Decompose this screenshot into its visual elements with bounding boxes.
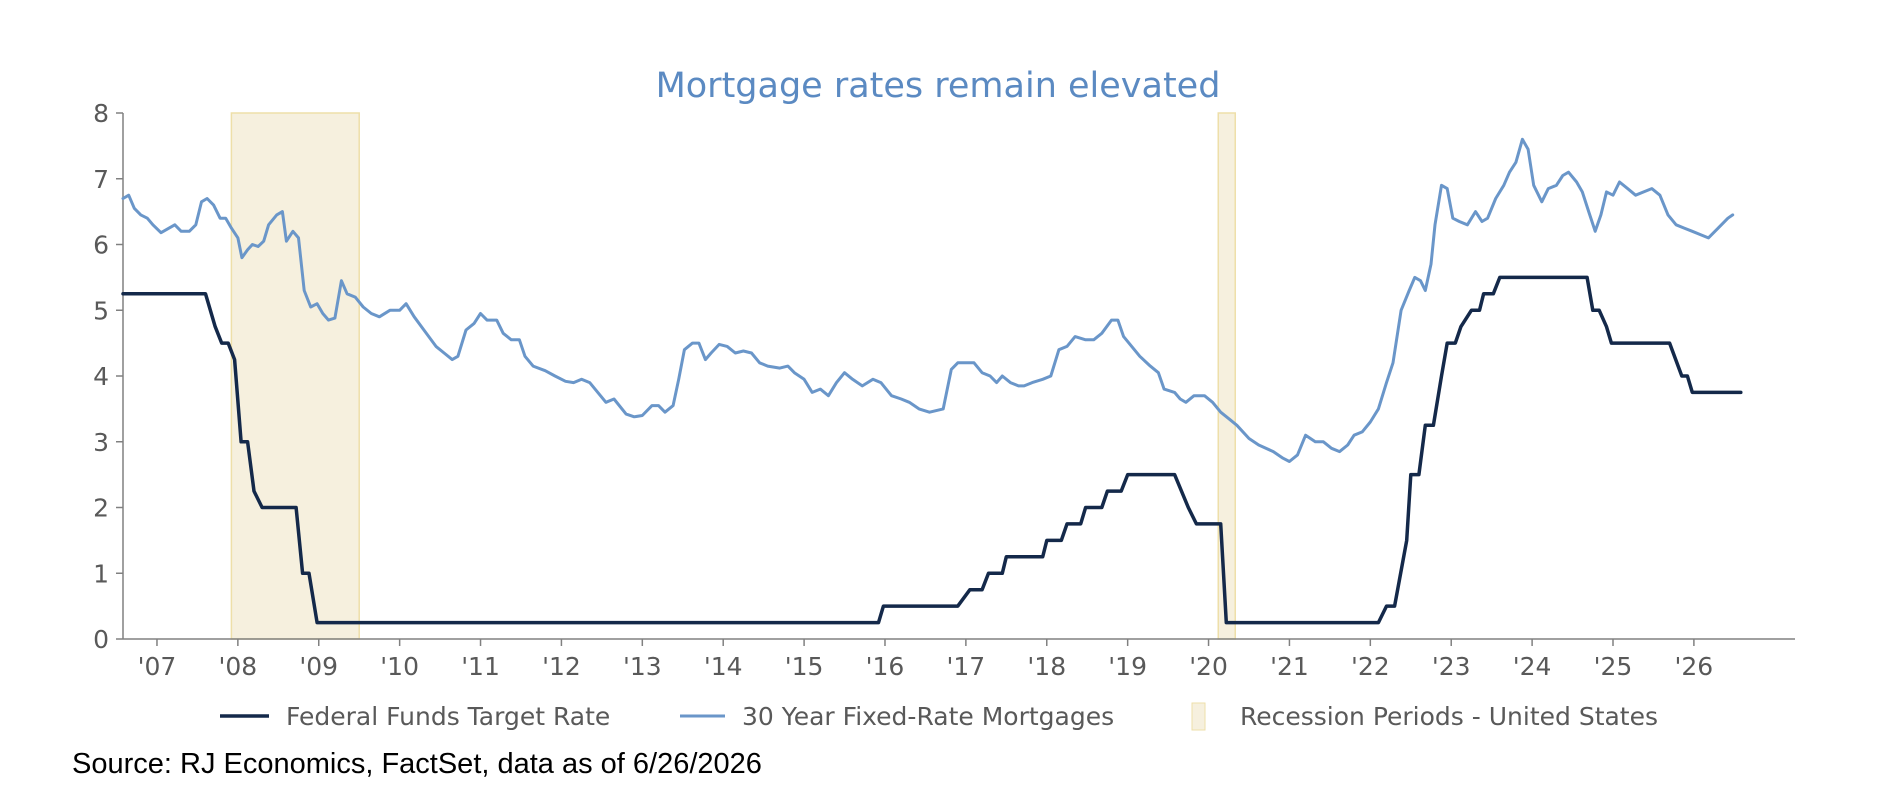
recession-bands [230, 112, 1236, 640]
legend-fed-funds-label: Federal Funds Target Rate [286, 702, 610, 731]
series-line-mortgage [121, 137, 1735, 463]
y-tick-label: 2 [93, 494, 109, 523]
x-tick-label: '25 [1594, 652, 1633, 681]
axes: 0 1 2 3 4 5 6 7 8 '07 '08 '09 '10 '11 '12 '13 '14 '15 '16 '… [93, 99, 1795, 681]
x-tick-label: '24 [1513, 652, 1552, 681]
y-tick-label: 0 [93, 625, 109, 654]
x-tick-label: '19 [1108, 652, 1147, 681]
x-tick-label: '26 [1675, 652, 1714, 681]
x-tick-label: '10 [380, 652, 419, 681]
chart-title: Mortgage rates remain elevated [656, 66, 1221, 106]
y-tick-label: 7 [93, 165, 109, 194]
x-tick-label: '14 [704, 652, 743, 681]
x-tick-label: '20 [1189, 652, 1228, 681]
x-tick-label: '13 [623, 652, 662, 681]
series-lines [121, 137, 1743, 625]
x-tick-label: '22 [1351, 652, 1390, 681]
legend-recession-swatch [1191, 702, 1206, 731]
x-tick-label: '16 [866, 652, 905, 681]
x-tick-label: '23 [1432, 652, 1471, 681]
series-line-fed-funds [121, 275, 1743, 625]
x-tick-label: '11 [461, 652, 500, 681]
x-tick-label: '12 [542, 652, 581, 681]
legend: Federal Funds Target Rate 30 Year Fixed-… [220, 702, 1658, 731]
legend-recession-label: Recession Periods - United States [1240, 702, 1658, 731]
x-tick-label: '17 [947, 652, 986, 681]
y-tick-label: 6 [93, 231, 109, 260]
x-tick-label: '07 [138, 652, 177, 681]
y-tick-label: 8 [93, 99, 109, 128]
x-tick-label: '08 [219, 652, 258, 681]
y-tick-label: 3 [93, 428, 109, 457]
y-tick-label: 5 [93, 296, 109, 325]
recession-band-0 [230, 112, 360, 640]
recession-band-1 [1217, 112, 1236, 640]
y-tick-label: 4 [93, 362, 109, 391]
y-tick-label: 1 [93, 559, 109, 588]
x-tick-label: '09 [299, 652, 338, 681]
legend-mortgage-label: 30 Year Fixed-Rate Mortgages [742, 702, 1114, 731]
x-tick-label: '15 [785, 652, 824, 681]
x-tick-label: '21 [1270, 652, 1309, 681]
source-note: Source: RJ Economics, FactSet, data as o… [72, 748, 762, 780]
x-tick-label: '18 [1027, 652, 1066, 681]
